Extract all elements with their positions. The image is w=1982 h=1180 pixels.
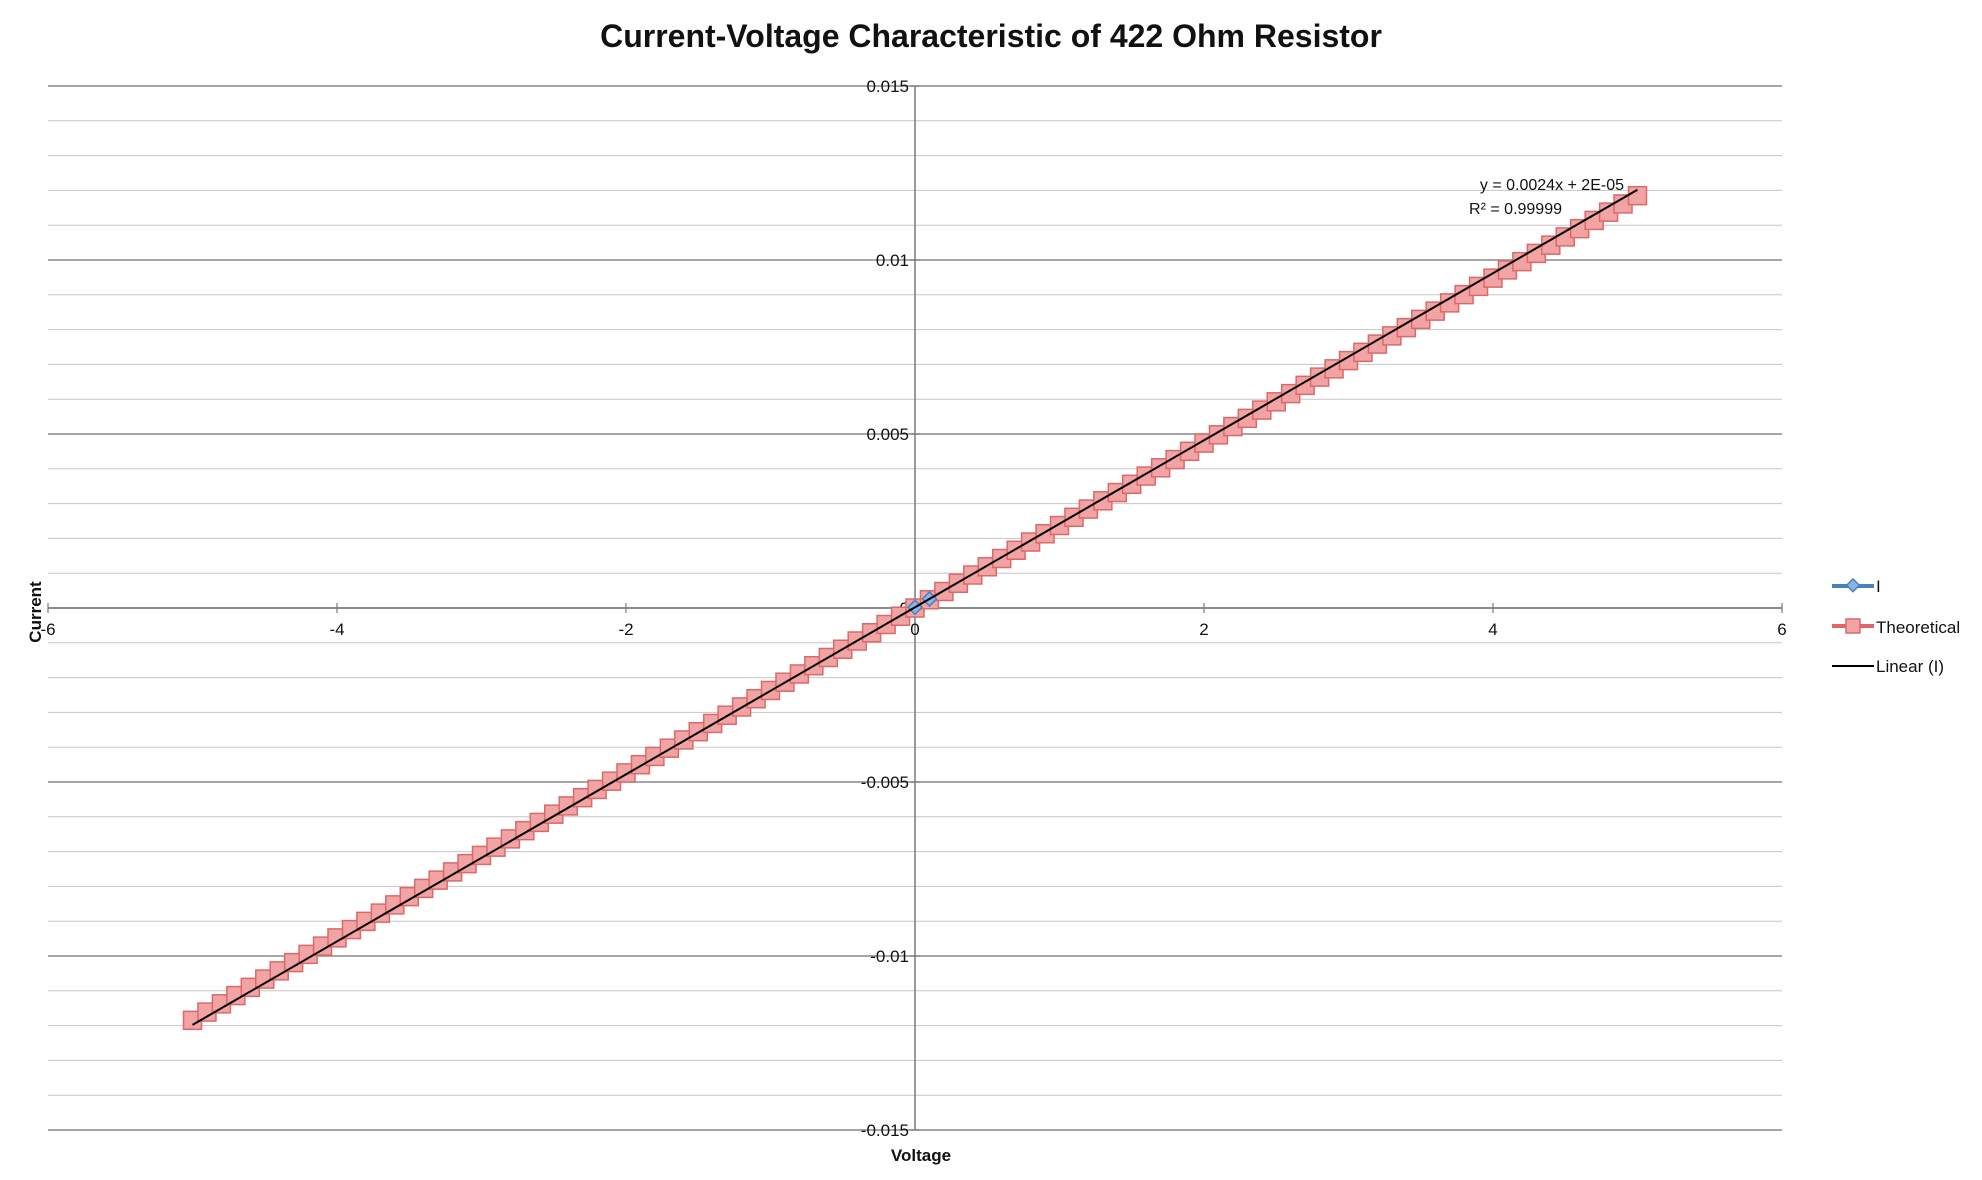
y-tick-label: -0.005 — [861, 773, 909, 792]
x-tick-label: -6 — [40, 620, 55, 639]
x-tick-label: -2 — [618, 620, 633, 639]
x-tick-label: 0 — [910, 620, 919, 639]
legend-marker-square — [1845, 618, 1861, 634]
trendline-r-squared: R² = 0.99999 — [1469, 201, 1562, 218]
legend: I Theoretical Linear (I) — [1832, 577, 1960, 676]
trendline-line — [191, 188, 1639, 1026]
legend-item-linear: Linear (I) — [1832, 657, 1944, 676]
y-tick-label: -0.01 — [870, 947, 909, 966]
y-tick-label: -0.015 — [861, 1121, 909, 1140]
legend-marker-diamond — [1845, 577, 1861, 593]
chart-title: Current-Voltage Characteristic of 422 Oh… — [600, 18, 1382, 54]
x-tick-label: 6 — [1777, 620, 1786, 639]
x-axis-label: Voltage — [891, 1146, 951, 1165]
trendline — [191, 188, 1639, 1026]
y-tick-label: 0.005 — [866, 425, 909, 444]
theoretical-marker — [1627, 185, 1648, 206]
y-axis-label: Current — [26, 581, 45, 643]
x-tick-label: 4 — [1488, 620, 1497, 639]
legend-item-theoretical: Theoretical — [1832, 618, 1960, 637]
x-tick-label: -4 — [329, 620, 344, 639]
legend-label-linear: Linear (I) — [1876, 657, 1944, 676]
legend-label-theoretical: Theoretical — [1876, 618, 1960, 637]
y-tick-label: 0.01 — [876, 251, 909, 270]
x-tick-label: 2 — [1199, 620, 1208, 639]
trendline-equation: y = 0.0024x + 2E-05 — [1480, 177, 1624, 194]
legend-label-i: I — [1876, 577, 1881, 596]
legend-item-i: I — [1832, 577, 1881, 596]
y-tick-label: 0.015 — [866, 77, 909, 96]
x-tick-labels: -6 -4 -2 0 2 4 6 — [40, 620, 1786, 639]
